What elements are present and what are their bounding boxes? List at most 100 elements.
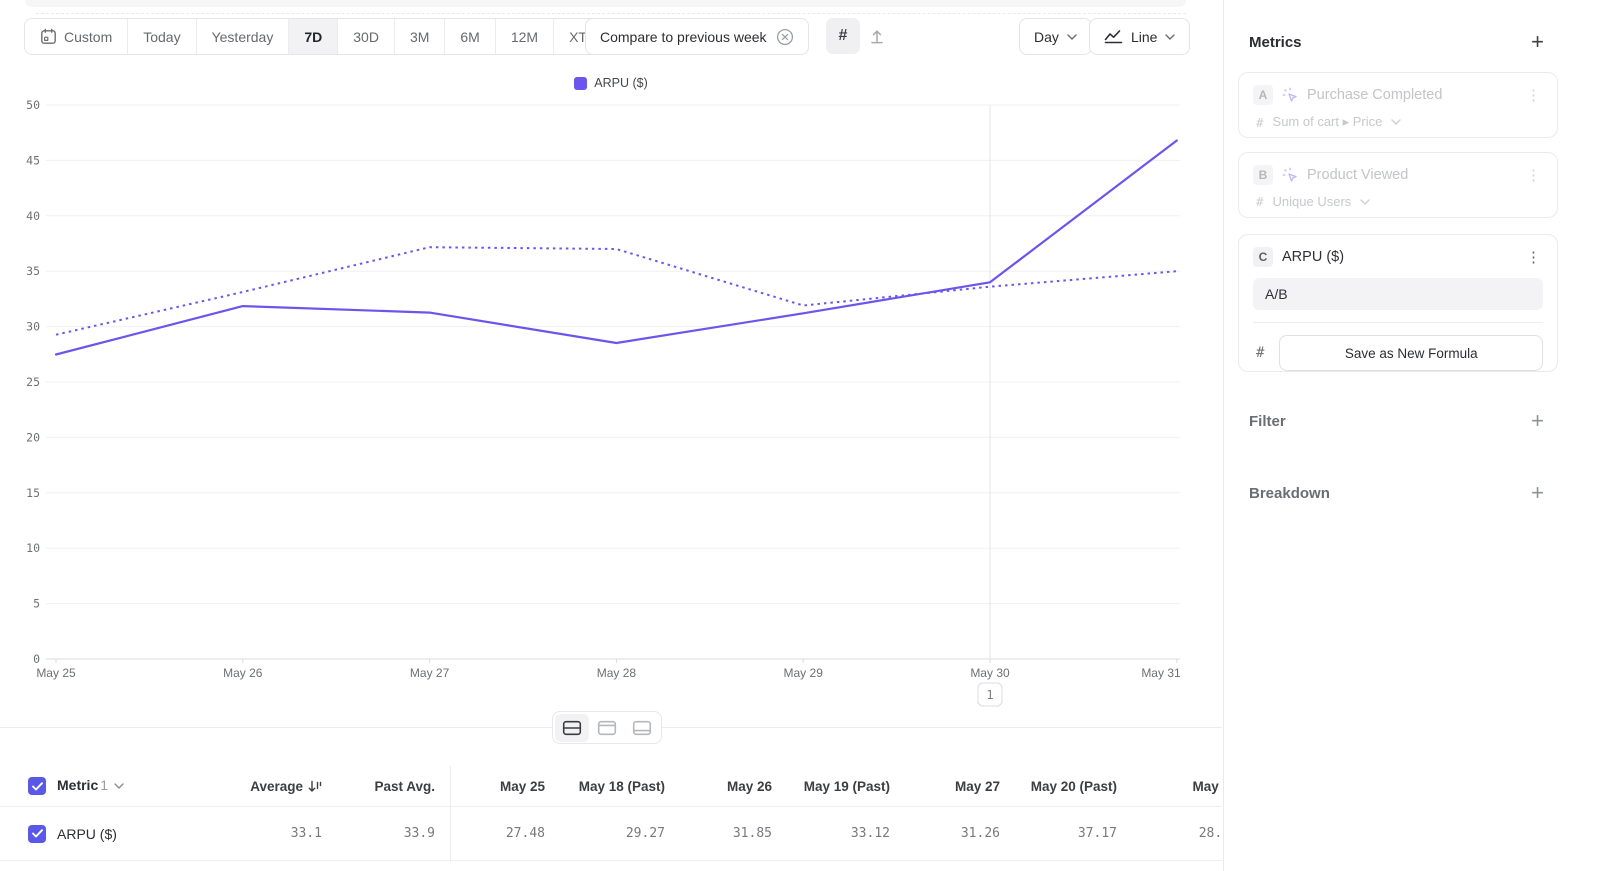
table-cell: 29.27 [625,826,665,841]
annotation-flag-icon [871,30,883,44]
x-axis-tick-label: May 28 [597,666,637,680]
table-header-cell[interactable]: May 2 [1192,778,1222,794]
y-axis-tick-label: 30 [26,320,40,334]
table-cell: 33.12 [850,826,890,841]
legend-swatch [574,76,588,90]
card-divider [1253,322,1543,323]
formula-text: A/B [1265,286,1288,302]
metric-menu-button[interactable] [1524,88,1543,103]
remove-compare-icon[interactable] [776,28,794,46]
y-axis-tick-label: 50 [26,98,40,112]
measure-label: Unique Users [1272,194,1352,209]
y-axis-tick-label: 20 [26,430,40,444]
table-view-icon [632,720,652,735]
table-header-row: Metric 1 Average Past Avg. May 25 May 18 (Pa… [0,766,1222,807]
table-header-cell[interactable]: May 18 (Past) [578,778,665,794]
range-button-yesterday[interactable]: Yesterday [196,19,290,54]
metrics-title: Metrics [1249,33,1302,51]
metric-badge: A [1253,85,1273,105]
table-header-cell[interactable]: May 26 [726,778,772,794]
table-column-divider [450,766,451,862]
range-button-30d[interactable]: 30D [338,19,395,54]
interval-label: Day [1034,28,1059,45]
select-all-checkbox[interactable] [28,777,46,795]
table-cell: 28.5 [1198,826,1222,841]
table-view-button[interactable] [625,714,659,742]
number-measure-icon: # [1256,194,1264,209]
chevron-down-icon [1165,33,1176,40]
table-header-cell[interactable]: May 25 [499,778,545,794]
range-button-custom[interactable]: Custom [25,19,129,54]
table-cell: 33.1 [290,826,322,841]
metrics-header: Metrics [1249,31,1544,53]
y-axis-tick-label: 40 [26,209,40,223]
split-view-icon [562,720,582,735]
y-axis-tick-label: 15 [26,486,40,500]
table-header-cell[interactable]: May 20 (Past) [1030,778,1117,794]
x-axis-tick-label: May 26 [223,666,263,680]
metric-menu-button[interactable] [1524,250,1543,265]
range-button-3m[interactable]: 3M [394,19,446,54]
y-axis-tick-label: 35 [26,264,40,278]
split-view-button[interactable] [555,713,589,742]
range-button-12m[interactable]: 12M [495,19,555,54]
metric-dropdown[interactable]: Metric 1 [57,777,124,795]
x-axis-tick-label: May 25 [36,666,76,680]
add-filter-button[interactable] [1531,410,1544,432]
table-cell: 31.85 [732,826,772,841]
metric-badge: B [1253,165,1273,185]
metric-menu-button[interactable] [1524,168,1543,183]
chart-view-button[interactable] [590,714,624,742]
range-button-7d[interactable]: 7D [289,19,339,54]
annotations-toggle-button[interactable] [860,18,894,54]
measure-label: Sum of cart ▸ Price [1272,114,1383,129]
chevron-down-icon [1360,198,1370,205]
results-table: Metric 1 Average Past Avg. May 25 May 18 (Pa… [0,766,1222,861]
compare-pill[interactable]: Compare to previous week [585,18,809,55]
chart-type-label: Line [1131,28,1158,45]
table-cell: 27.48 [505,826,545,841]
svg-text:1: 1 [986,688,993,702]
metric-label: Metric [57,777,99,793]
autocapture-sparkle-icon [1282,87,1297,102]
grid-toggle-button[interactable] [826,18,860,54]
save-as-new-formula-button[interactable]: Save as New Formula [1279,335,1543,371]
table-header-cell[interactable]: May 19 (Past) [803,778,890,794]
view-toggle [552,711,662,744]
query-sidebar: Metrics A Purchase Completed # Sum of ca… [1223,0,1600,871]
row-checkbox[interactable] [28,824,46,843]
measure-dropdown[interactable]: # Sum of cart ▸ Price [1253,114,1543,130]
x-axis-tick-label: May 29 [784,666,824,680]
formula-input[interactable]: A/B [1253,278,1543,310]
x-axis-tick-label: May 27 [410,666,450,680]
chevron-down-icon [1391,119,1402,125]
breakdown-title: Breakdown [1249,484,1330,502]
add-metric-button[interactable] [1531,31,1544,53]
table-header-cell[interactable]: Past Avg. [374,778,435,794]
series-line-dotted [55,246,1177,336]
interval-select[interactable]: Day [1019,18,1092,55]
metric-card-b[interactable]: B Product Viewed # Unique Users [1238,152,1558,218]
measure-dropdown[interactable]: # Unique Users [1253,194,1543,209]
chart-display-toggles [826,18,894,54]
table-header-cell[interactable]: Average [230,779,322,794]
add-breakdown-button[interactable] [1531,482,1544,504]
sort-descending-icon [308,780,322,792]
chart-legend[interactable]: ARPU ($) [0,76,1222,90]
chart-type-select[interactable]: Line [1089,18,1191,55]
range-button-6m[interactable]: 6M [445,19,496,54]
chart-view-icon [597,720,617,735]
grid-icon [839,27,848,45]
metric-card-a[interactable]: A Purchase Completed # Sum of cart ▸ Pri… [1238,72,1558,138]
chart-panel: Custom Today Yesterday 7D 30D 3M 6M 12M XTD Comp… [0,0,1222,871]
metric-selector[interactable]: Metric 1 [0,777,230,795]
annotation-marker[interactable]: 1 [977,682,1003,707]
table-header-cell[interactable]: May 27 [954,778,1000,794]
check-icon [31,829,43,838]
metric-title: Purchase Completed [1307,87,1443,103]
chevron-down-icon [114,783,124,789]
y-axis-tick-label: 45 [26,153,40,167]
range-button-today[interactable]: Today [128,19,197,54]
metric-card-c[interactable]: C ARPU ($) A/B # Save as New Formula [1238,234,1558,372]
